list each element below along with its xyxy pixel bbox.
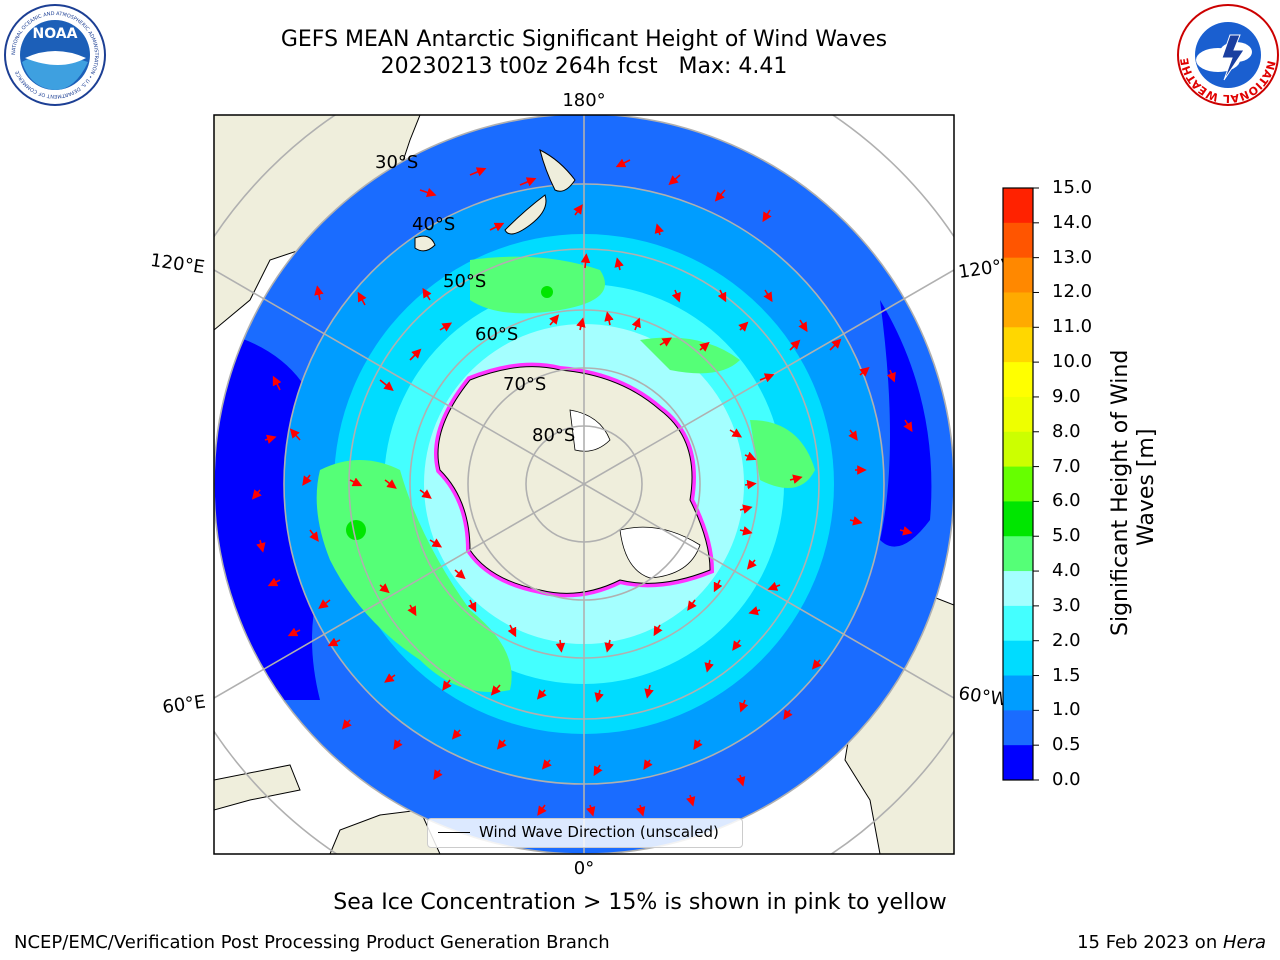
svg-text:NATIONAL WEATHER SERVICE: NATIONAL WEATHER SERVICE (0, 0, 1278, 105)
colorbar (1002, 187, 1039, 781)
colorbar-tick-label: 2.0 (1052, 629, 1081, 651)
colorbar-tick-label: 13.0 (1052, 246, 1093, 268)
colorbar-segment (1003, 257, 1033, 293)
colorbar-label: Significant Height of Wind Waves [m] (1102, 336, 1162, 636)
colorbar-tick-label: 0.0 (1052, 769, 1081, 790)
colorbar-tick-label: 4.0 (1052, 560, 1081, 582)
colorbar-segment (1003, 605, 1033, 642)
colorbar-segment (1003, 188, 1033, 224)
colorbar-segment (1003, 222, 1033, 259)
ross-ice-shelf (569, 409, 611, 452)
colorbar-tick-label: 7.0 (1052, 455, 1081, 477)
wave-patch-pacific-1 (470, 256, 605, 314)
legend-text: Wind Wave Direction (unscaled) (479, 823, 719, 841)
lon-label-180: 180° (562, 90, 605, 111)
colorbar-tick-label: 12.0 (1052, 281, 1093, 303)
footer-credit: NCEP/EMC/Verification Post Processing Pr… (14, 932, 610, 953)
lon-label-120e: 120°E (149, 250, 206, 278)
colorbar-tick-label: 9.0 (1052, 385, 1081, 407)
lat-label-70s: 70°S (503, 374, 546, 395)
map-area: 30°S 40°S 50°S 60°S 70°S 80°S (214, 115, 954, 854)
colorbar-tick-label: 15.0 (1052, 177, 1093, 198)
colorbar-segment (1003, 466, 1033, 502)
footer-machine: Hera (1222, 932, 1266, 953)
lat-label-50s: 50°S (443, 271, 486, 292)
colorbar-tick-label: 11.0 (1052, 316, 1093, 338)
lon-label-60e: 60°E (161, 691, 207, 718)
colorbar-segment (1003, 396, 1033, 433)
colorbar-tick-label: 10.0 (1052, 351, 1093, 373)
legend-line-sample (438, 832, 470, 833)
wave-patch-indian-ocean (316, 460, 512, 692)
chart-title: GEFS MEAN Antarctic Significant Height o… (280, 27, 888, 52)
land-africa (214, 764, 441, 854)
colorbar-segment (1003, 536, 1033, 572)
gridlines (214, 115, 954, 854)
land-tasmania (414, 235, 436, 252)
colorbar-segment (1003, 710, 1033, 746)
land-new-zealand (504, 149, 576, 235)
colorbar-tick-label: 14.0 (1052, 211, 1093, 233)
colorbar-tick-label: 1.0 (1052, 699, 1081, 721)
footer-date: 15 Feb 2023 on Hera (1077, 932, 1266, 953)
colorbar-tick-label: 8.0 (1052, 420, 1081, 442)
colorbar-segment (1003, 431, 1033, 468)
colorbar-tick-label: 3.0 (1052, 594, 1081, 616)
nws-logo: NATIONAL WEATHER SERVICE (0, 0, 1279, 106)
colorbar-segment (1003, 571, 1033, 607)
lat-label-80s: 80°S (532, 425, 575, 446)
wind-arrows (251, 158, 913, 817)
colorbar-tick-label: 1.5 (1052, 664, 1081, 686)
colorbar-segment (1003, 327, 1033, 363)
nws-ring-text: NATIONAL WEATHER SERVICE (0, 0, 1278, 105)
chart-subtitle: 20230213 t00z 264h fcst Max: 4.41 (380, 54, 788, 79)
map-frame (213, 114, 955, 855)
sea-ice-note: Sea Ice Concentration > 15% is shown in … (333, 890, 947, 915)
colorbar-tick-label: 0.5 (1052, 734, 1081, 756)
wave-patch-east (750, 420, 815, 488)
colorbar-segment (1003, 362, 1033, 398)
colorbar-segment (1003, 745, 1033, 781)
colorbar-segment (1003, 501, 1033, 537)
colorbar-tick-label: 6.0 (1052, 490, 1081, 512)
lon-label-0: 0° (574, 858, 594, 879)
noaa-wordmark: NOAA (33, 26, 78, 42)
map-legend: Wind Wave Direction (unscaled) (427, 818, 743, 848)
colorbar-label-line2: Waves [m] (1134, 428, 1159, 546)
colorbar-label-line1: Significant Height of Wind (1108, 349, 1133, 636)
colorbar-segment (1003, 675, 1033, 711)
lon-label-60w: 60°W (957, 683, 1009, 711)
colorbar-segment (1003, 292, 1033, 328)
lat-label-30s: 30°S (375, 152, 418, 173)
lat-label-60s: 60°S (475, 324, 518, 345)
colorbar-segment (1003, 640, 1033, 677)
colorbar-tick-label: 5.0 (1052, 525, 1081, 547)
noaa-logo: NOAA NATIONAL OCEANIC AND ATMOSPHERIC AD… (4, 4, 106, 106)
footer-date-text: 15 Feb 2023 on (1077, 932, 1223, 953)
lat-label-40s: 40°S (412, 214, 455, 235)
